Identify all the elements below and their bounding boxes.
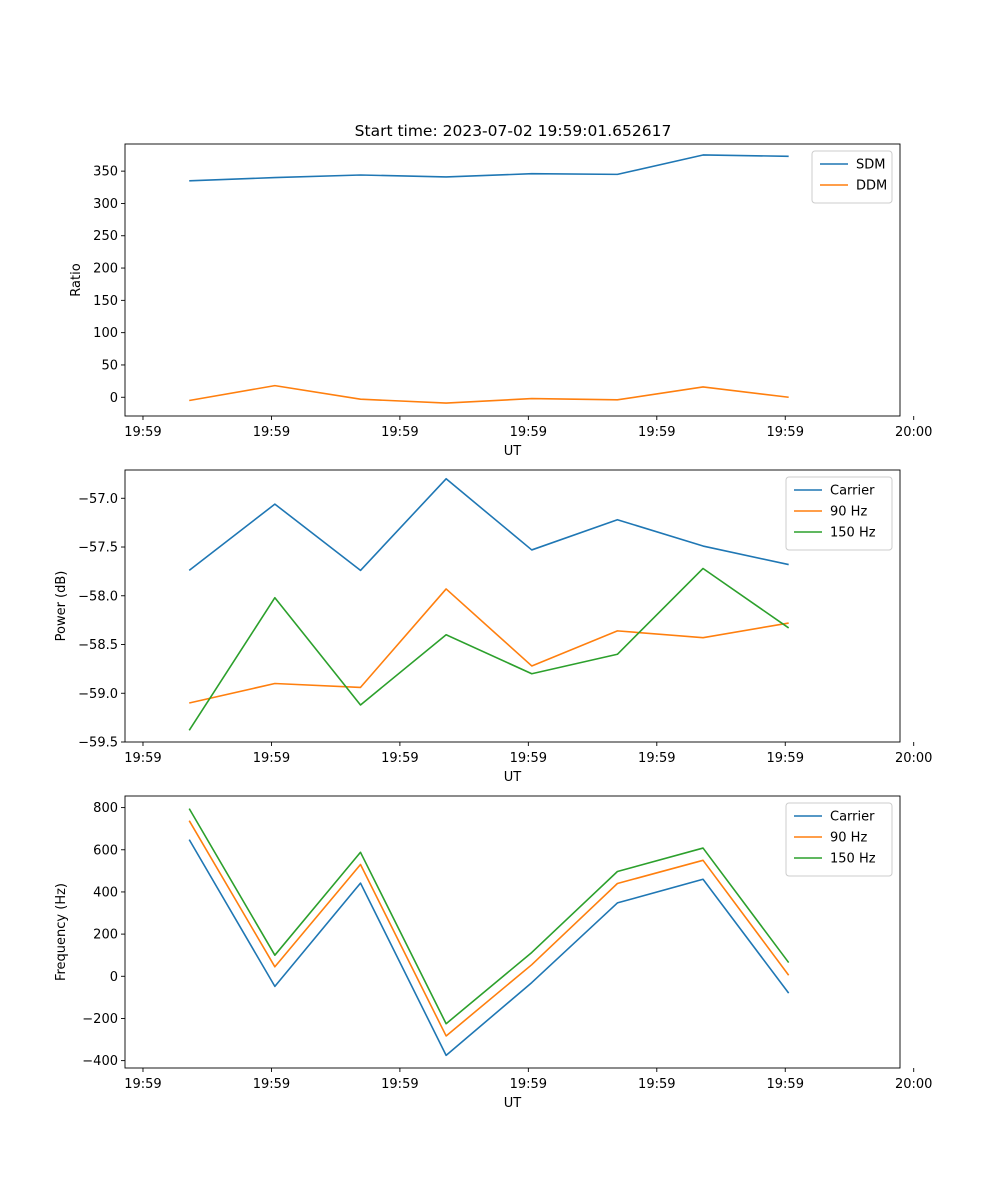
- x-tick-label: 19:59: [124, 751, 161, 766]
- x-tick-label: 19:59: [253, 1077, 290, 1092]
- x-tick-label: 19:59: [638, 425, 675, 440]
- power-panel: 19:59 19:59 19:59 19:59 19:59 19:59 20:00 −59.5…: [54, 469, 932, 785]
- y-tick-label: 50: [101, 358, 118, 373]
- y-tick-label: 250: [93, 229, 118, 244]
- x-tick-label: 20:00: [895, 1077, 932, 1092]
- figure-title: Start time: 2023-07-02 19:59:01.652617: [355, 122, 672, 140]
- legend-label-150-hz: 150 Hz: [830, 852, 876, 867]
- x-axis-label: UT: [504, 1096, 522, 1111]
- series-line-carrier: [188, 839, 790, 1057]
- series-line-carrier: [188, 477, 789, 572]
- x-tick-label: 19:59: [253, 751, 290, 766]
- legend-label-90-hz: 90 Hz: [830, 831, 867, 846]
- x-tick-label: 20:00: [895, 425, 932, 440]
- y-tick-label: 600: [93, 843, 118, 858]
- legend-label-ddm: DDM: [856, 179, 887, 194]
- y-axis-label: Frequency (Hz): [54, 883, 69, 981]
- y-tick-label: 150: [93, 294, 118, 309]
- y-tick-label: 350: [93, 165, 118, 180]
- y-tick-label: −59.5: [78, 736, 118, 751]
- x-tick-label: 19:59: [638, 1077, 675, 1092]
- x-tick-label: 19:59: [767, 1077, 804, 1092]
- series-line-90-hz: [188, 820, 790, 1037]
- legend-label-sdm: SDM: [856, 158, 885, 173]
- x-tick-label: 19:59: [124, 425, 161, 440]
- x-tick-label: 19:59: [510, 1077, 547, 1092]
- series-line-sdm: [189, 154, 789, 182]
- y-tick-label: −57.5: [78, 541, 118, 556]
- legend-label-90-hz: 90 Hz: [830, 505, 867, 520]
- x-tick-label: 19:59: [124, 1077, 161, 1092]
- axes-frame: [124, 143, 901, 417]
- y-axis-label: Ratio: [69, 263, 84, 296]
- frequency-panel: 19:59 19:59 19:59 19:59 19:59 19:59 20:00 −400 −…: [54, 795, 932, 1111]
- ratio-panel: 19:59 19:59 19:59 19:59 19:59 19:59 20:00 0 50 10…: [69, 143, 932, 459]
- y-tick-label: 200: [93, 262, 118, 277]
- x-tick-label: 19:59: [253, 425, 290, 440]
- y-tick-label: −59.0: [78, 687, 118, 702]
- legend-label-carrier: Carrier: [830, 484, 875, 499]
- x-axis-label: UT: [504, 770, 522, 785]
- y-tick-label: 0: [110, 970, 118, 985]
- series-line-150-hz: [188, 808, 790, 1025]
- x-tick-label: 19:59: [767, 751, 804, 766]
- x-tick-label: 19:59: [638, 751, 675, 766]
- x-tick-label: 19:59: [381, 1077, 418, 1092]
- y-tick-label: 300: [93, 197, 118, 212]
- x-tick-label: 19:59: [510, 425, 547, 440]
- series-line-150-hz: [188, 567, 790, 731]
- y-tick-label: −58.0: [78, 589, 118, 604]
- x-tick-label: 19:59: [510, 751, 547, 766]
- axes-frame: [124, 469, 901, 743]
- y-tick-label: 200: [93, 928, 118, 943]
- legend: Carrier 90 Hz 150 Hz: [785, 476, 893, 551]
- x-axis-label: UT: [504, 444, 522, 459]
- series-line-ddm: [189, 384, 789, 404]
- legend-label-carrier: Carrier: [830, 810, 875, 825]
- x-tick-label: 19:59: [767, 425, 804, 440]
- y-tick-label: 800: [93, 801, 118, 816]
- x-tick-label: 19:59: [381, 751, 418, 766]
- series-line-90-hz: [189, 588, 789, 704]
- y-tick-label: −400: [82, 1054, 118, 1069]
- y-tick-label: −200: [82, 1012, 118, 1027]
- y-tick-label: 0: [110, 391, 118, 406]
- legend: SDM DDM: [811, 150, 893, 204]
- x-tick-label: 20:00: [895, 751, 932, 766]
- x-tick-label: 19:59: [381, 425, 418, 440]
- y-tick-label: 400: [93, 885, 118, 900]
- legend-label-150-hz: 150 Hz: [830, 526, 876, 541]
- y-tick-label: −57.0: [78, 492, 118, 507]
- y-tick-label: −58.5: [78, 638, 118, 653]
- y-tick-label: 100: [93, 326, 118, 341]
- legend: Carrier 90 Hz 150 Hz: [785, 802, 893, 877]
- y-axis-label: Power (dB): [54, 571, 69, 642]
- axes-frame: [124, 795, 901, 1069]
